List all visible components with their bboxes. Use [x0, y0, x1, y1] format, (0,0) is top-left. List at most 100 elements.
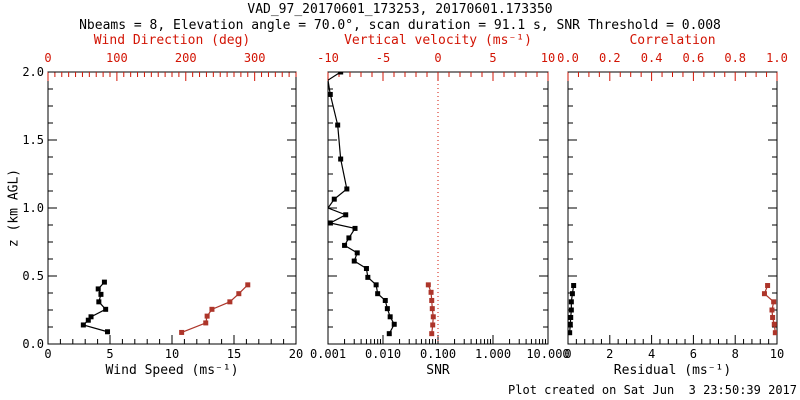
snr-marker [373, 282, 379, 288]
svg-text:0.5: 0.5 [22, 269, 44, 283]
wind_speed-marker [80, 322, 86, 328]
svg-text:0: 0 [564, 347, 571, 361]
correlation-marker [770, 314, 776, 320]
vertical_velocity-marker [428, 289, 434, 295]
snr-marker [338, 72, 344, 75]
wind_direction-marker [209, 306, 215, 312]
vertical_velocity-marker [430, 322, 436, 328]
residual-marker [568, 321, 573, 327]
svg-text:0.6: 0.6 [683, 51, 705, 65]
page-subtitle: Nbeams = 8, Elevation angle = 70.0°, sca… [79, 18, 721, 33]
wind_speed-marker [101, 279, 107, 285]
svg-text:10: 10 [770, 347, 784, 361]
correlation-marker [771, 321, 777, 327]
snr-marker [384, 306, 390, 312]
wind_speed-marker [98, 291, 104, 297]
residual-marker [568, 314, 574, 320]
svg-text:1.000: 1.000 [475, 347, 511, 361]
vertical_velocity-marker [429, 331, 435, 337]
snr-marker [328, 91, 333, 97]
vertical_velocity-marker [430, 314, 436, 320]
correlation-marker [761, 291, 767, 297]
svg-text:1.0: 1.0 [766, 51, 788, 65]
svg-text:0.0: 0.0 [22, 337, 44, 351]
svg-text:0.2: 0.2 [599, 51, 621, 65]
svg-text:0.010: 0.010 [365, 347, 401, 361]
svg-text:1.0: 1.0 [22, 201, 44, 215]
svg-text:100: 100 [106, 51, 128, 65]
wind_speed-marker [105, 329, 111, 335]
svg-text:0: 0 [434, 51, 441, 65]
correlation-marker [769, 307, 775, 313]
wind_speed-marker [85, 317, 91, 323]
snr-marker [335, 122, 341, 128]
svg-text:6: 6 [690, 347, 697, 361]
svg-text:10: 10 [541, 51, 555, 65]
plot-created-timestamp: Plot created on Sat Jun 3 23:50:39 2017 [508, 383, 797, 397]
svg-text:200: 200 [175, 51, 197, 65]
correlation-marker [772, 330, 777, 336]
snr-axis-label: SNR [426, 363, 450, 378]
wind_direction-marker [203, 320, 209, 326]
snr-marker [354, 250, 360, 256]
correlation-marker [771, 299, 777, 305]
residual-marker [568, 299, 574, 305]
snr-marker [351, 258, 357, 264]
wind_speed-marker [88, 314, 94, 320]
snr-marker [382, 297, 388, 303]
svg-text:10.000: 10.000 [526, 347, 569, 361]
svg-text:2.0: 2.0 [22, 65, 44, 79]
wind-speed-axis-label: Wind Speed (ms⁻¹) [105, 363, 239, 378]
correlation-axis-label: Correlation [629, 33, 716, 48]
svg-text:10: 10 [165, 347, 179, 361]
correlation-marker [765, 283, 771, 289]
snr-marker [344, 186, 350, 192]
svg-text:2: 2 [606, 347, 613, 361]
residual-marker [569, 291, 575, 297]
svg-text:-10: -10 [317, 51, 339, 65]
wind_speed-marker [103, 306, 109, 312]
svg-text:20: 20 [289, 347, 303, 361]
residual-marker [571, 283, 577, 289]
snr-marker [342, 242, 348, 248]
vertical_velocity-marker [425, 282, 431, 288]
residual-axis-label: Residual (ms⁻¹) [613, 363, 732, 378]
snr-marker [387, 314, 393, 320]
svg-text:0: 0 [44, 347, 51, 361]
snr-marker [375, 291, 381, 297]
svg-text:15: 15 [227, 347, 241, 361]
snr-line [328, 72, 395, 334]
wind_direction-marker [245, 282, 251, 288]
snr-marker [352, 225, 358, 231]
snr-marker [343, 212, 349, 218]
snr-marker [365, 274, 371, 280]
svg-text:8: 8 [732, 347, 739, 361]
svg-text:0.4: 0.4 [641, 51, 663, 65]
wind_direction-marker [204, 313, 210, 319]
svg-text:0: 0 [44, 51, 51, 65]
snr-marker [363, 266, 369, 272]
snr-marker [331, 196, 337, 202]
wind_speed-marker [96, 299, 102, 305]
vertical_velocity-marker [429, 306, 435, 312]
vertical_velocity-marker [429, 297, 435, 303]
svg-text:1.5: 1.5 [22, 133, 44, 147]
wind_direction-marker [179, 329, 185, 335]
svg-text:5: 5 [489, 51, 496, 65]
snr-marker [346, 235, 352, 241]
vertical-velocity-axis-label: Vertical velocity (ms⁻¹) [344, 33, 532, 48]
svg-text:300: 300 [244, 51, 266, 65]
page-title: VAD_97_20170601_173253, 20170601.173350 [247, 2, 553, 17]
svg-text:0.8: 0.8 [724, 51, 746, 65]
svg-text:5: 5 [106, 347, 113, 361]
residual-marker [568, 307, 574, 313]
svg-text:0.100: 0.100 [420, 347, 456, 361]
svg-text:0.0: 0.0 [557, 51, 579, 65]
wind-direction-axis-label: Wind Direction (deg) [93, 33, 251, 48]
wind_speed-marker [95, 286, 101, 292]
wind_direction-marker [227, 299, 233, 305]
snr-marker [328, 220, 333, 226]
residual-marker [568, 330, 573, 336]
